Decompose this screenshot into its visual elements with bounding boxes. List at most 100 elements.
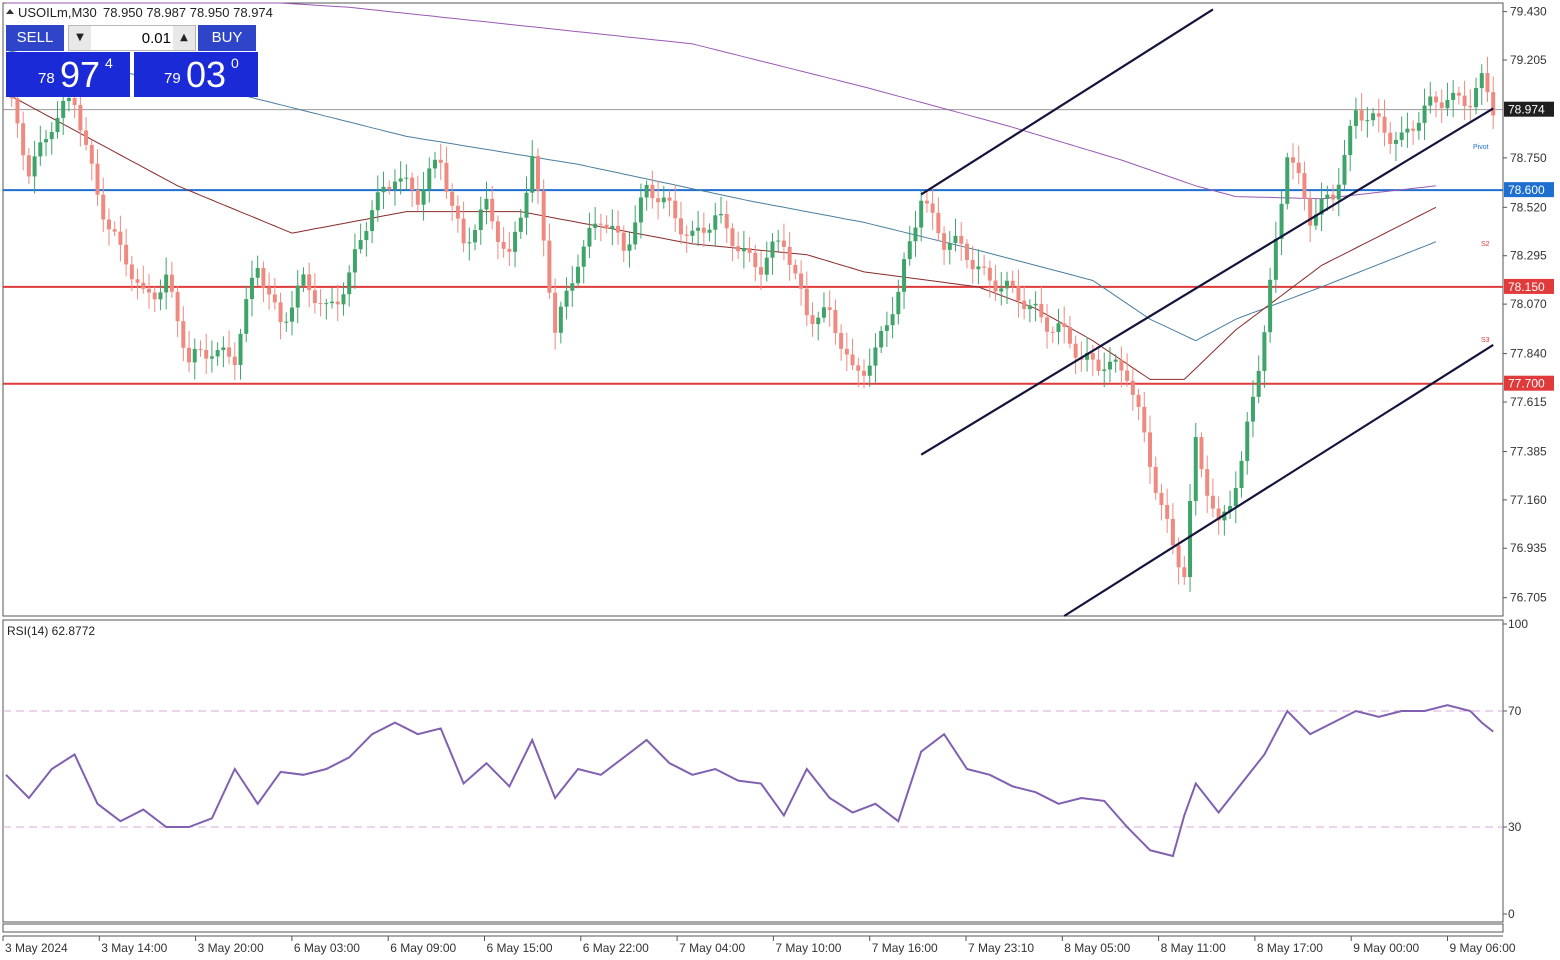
candle-body	[84, 130, 89, 145]
candle-body	[616, 225, 621, 233]
candle-body	[484, 198, 489, 210]
candle-body	[1313, 214, 1318, 226]
candle-body	[833, 309, 838, 333]
time-tick-label: 9 May 06:00	[1450, 941, 1516, 955]
lot-size-input[interactable]	[93, 28, 171, 48]
candle-body	[810, 315, 815, 325]
candle-body	[1491, 92, 1496, 116]
symbol-timeframe: USOILm,M30	[18, 5, 97, 20]
candle-body	[1056, 323, 1061, 332]
candle-body	[255, 267, 260, 278]
candle-body	[1176, 545, 1181, 568]
sell-button[interactable]: SELL	[6, 25, 64, 51]
candle-body	[152, 292, 157, 300]
candle-body	[49, 132, 54, 140]
candle-body	[244, 299, 249, 334]
time-tick-label: 7 May 16:00	[872, 941, 938, 955]
candle-body	[341, 294, 346, 305]
buy-price-box[interactable]: 79 03 0	[134, 52, 258, 97]
candle-body	[553, 292, 558, 333]
candle-body	[38, 142, 43, 157]
candle-body	[1159, 492, 1164, 505]
candle-body	[324, 303, 329, 305]
candle-body	[724, 214, 729, 229]
lot-decrease-icon[interactable]: ▼	[69, 26, 91, 50]
candle-body	[364, 231, 369, 241]
price-tick-label: 78.295	[1510, 249, 1547, 263]
lot-increase-icon[interactable]: ▲	[173, 26, 195, 50]
candle-body	[1199, 437, 1204, 470]
sell-price-suffix: 4	[105, 55, 113, 71]
candle-body	[1039, 303, 1044, 318]
buy-price-prefix: 79	[164, 70, 181, 87]
candle-body	[644, 184, 649, 198]
time-axis: 3 May 2024 3 May 14:00 3 May 20:00 6 May 03…	[2, 936, 1516, 955]
candle-body	[301, 274, 306, 286]
candle-body	[352, 249, 357, 273]
candle-body	[1331, 194, 1336, 200]
candle-body	[1451, 92, 1456, 100]
candle-body	[1359, 110, 1364, 121]
candle-body	[1125, 370, 1130, 381]
candle-body	[713, 215, 718, 230]
candle-body	[638, 197, 643, 223]
lot-size-stepper[interactable]: ▼ ▲	[68, 25, 196, 51]
price-axis: 79.430 79.205 78.750 78.520 78.295 78.070 77.8…	[1503, 5, 1547, 605]
level-price-label: 78.150	[1508, 280, 1545, 294]
candle-body	[209, 356, 214, 359]
candle-body	[741, 248, 746, 252]
candle-body	[392, 181, 397, 190]
candle-body	[1405, 128, 1410, 133]
rsi-series	[3, 704, 1503, 858]
candle-body	[964, 243, 969, 260]
one-click-trading-panel: SELL ▼ ▲ BUY 78 97 4 79 03 0	[6, 24, 258, 98]
rsi-tick-label: 100	[1508, 617, 1528, 631]
candle-body	[198, 348, 203, 350]
candle-body	[959, 235, 964, 244]
candle-body	[730, 228, 735, 247]
candle-body	[879, 330, 884, 348]
candle-body	[1296, 162, 1301, 174]
buy-button[interactable]: BUY	[198, 25, 256, 51]
candle-body	[696, 227, 701, 231]
candle-body	[1210, 495, 1215, 509]
candle-body	[415, 190, 420, 205]
candle-body	[902, 259, 907, 292]
candle-body	[518, 217, 523, 232]
candle-body	[1325, 194, 1330, 199]
candle-body	[1062, 323, 1067, 327]
candle-body	[598, 223, 603, 225]
level-price-label: 78.600	[1508, 183, 1545, 197]
candle-body	[455, 205, 460, 219]
candle-body	[1045, 317, 1050, 332]
candle-body	[816, 317, 821, 325]
candle-body	[1285, 157, 1290, 204]
candle-body	[129, 264, 134, 280]
candle-body	[1399, 132, 1404, 140]
candle-body	[627, 244, 632, 251]
candle-body	[987, 267, 992, 281]
candle-body	[1067, 326, 1072, 344]
candle-body	[942, 233, 947, 250]
current-price-label: 78.974	[1508, 103, 1545, 117]
candle-body	[1291, 157, 1295, 163]
candle-body	[581, 246, 586, 267]
rsi-panel[interactable]	[2, 619, 1504, 923]
channel-line	[920, 8, 1214, 196]
candle-body	[999, 288, 1004, 292]
candle-body	[1010, 280, 1015, 287]
candle-body	[1182, 567, 1187, 578]
candle-body	[736, 246, 741, 252]
candle-body	[913, 227, 918, 242]
candle-body	[124, 244, 129, 265]
candle-body	[249, 277, 254, 300]
candle-body	[290, 307, 294, 322]
candle-body	[61, 100, 66, 118]
sell-price-box[interactable]: 78 97 4	[6, 52, 130, 97]
time-tick-label: 9 May 00:00	[1353, 941, 1419, 955]
main-chart-area[interactable]	[2, 2, 1504, 617]
rsi-line	[5, 704, 1494, 858]
candle-body	[1050, 331, 1055, 333]
price-tick-label: 76.935	[1510, 541, 1547, 555]
